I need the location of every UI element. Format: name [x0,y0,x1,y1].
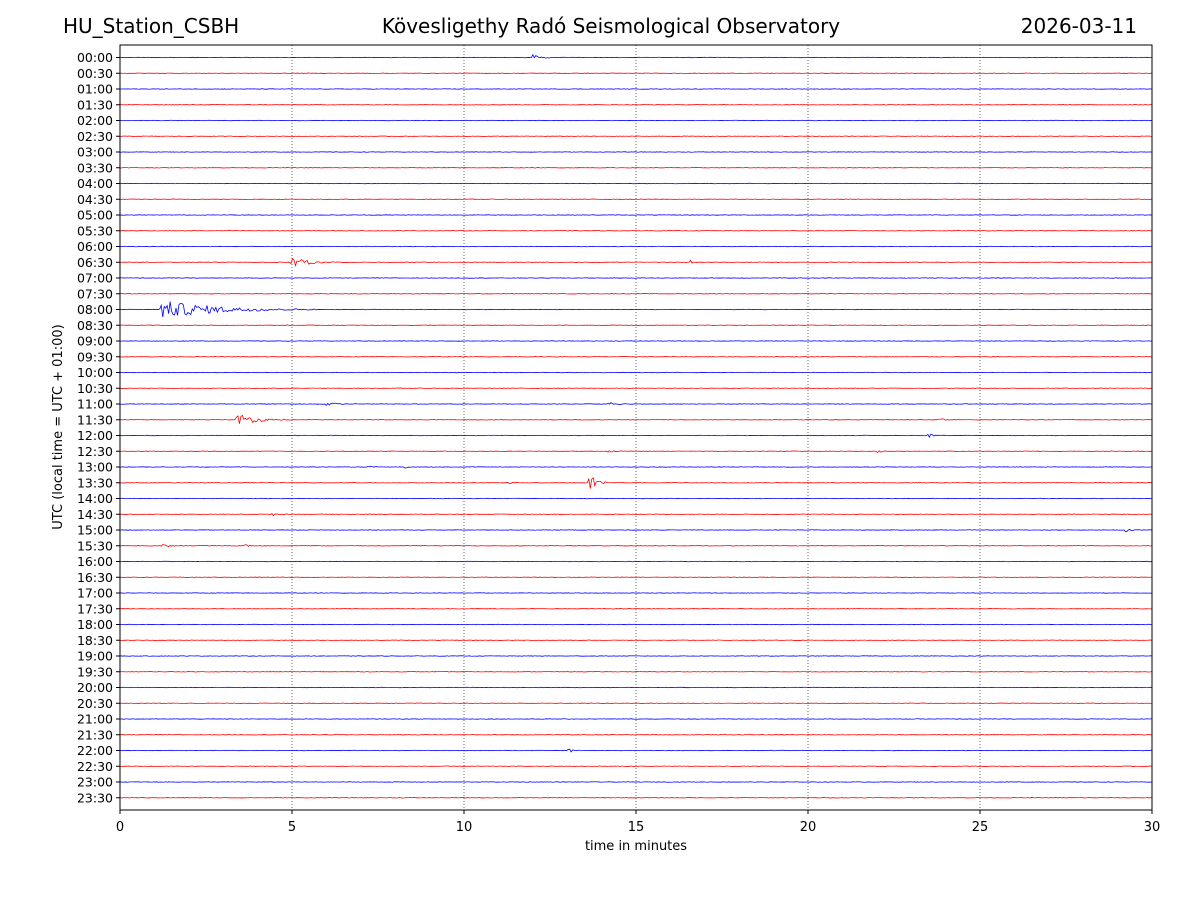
y-tick-label: 23:00 [77,775,113,790]
y-tick-label: 08:00 [77,302,113,317]
y-tick-label: 14:30 [77,507,113,522]
trace-2200 [119,748,1153,753]
y-tick-label: 12:30 [77,444,113,459]
x-axis-ticks: 0 5 10 15 20 25 30 [116,810,1160,835]
y-tick-label: 16:00 [77,554,113,569]
y-tick-label: 09:00 [77,334,113,349]
trace-1130 [119,414,1153,424]
trace-1430 [119,512,1153,517]
y-tick-label: 22:00 [77,743,113,758]
y-tick-label: 15:30 [77,538,113,553]
y-tick-label: 04:30 [77,192,113,207]
y-tick-label: 22:30 [77,759,113,774]
x-tick-label: 30 [1144,820,1161,835]
y-tick-label: 21:00 [77,712,113,727]
y-tick-label: 00:30 [77,66,113,81]
y-tick-label: 19:00 [77,649,113,664]
y-tick-label: 20:30 [77,696,113,711]
y-tick-label: 01:00 [77,82,113,97]
y-tick-label: 03:30 [77,160,113,175]
x-tick-label: 15 [628,820,645,835]
y-tick-label: 13:30 [77,475,113,490]
y-tick-label: 06:00 [77,239,113,254]
trace-1230 [119,450,1153,454]
y-tick-label: 14:00 [77,491,113,506]
y-tick-label: 10:30 [77,381,113,396]
x-tick-label: 20 [800,820,817,835]
vertical-gridlines [291,45,981,810]
y-tick-label: 19:30 [77,664,113,679]
station-name: HU_Station_CSBH [63,14,240,38]
y-tick-label: 20:00 [77,680,113,695]
x-tick-label: 10 [456,820,473,835]
y-tick-label: 09:30 [77,349,113,364]
y-tick-label: 16:30 [77,570,113,585]
y-tick-label: 23:30 [77,790,113,805]
y-tick-label: 17:00 [77,586,113,601]
y-tick-label: 18:00 [77,617,113,632]
x-tick-label: 25 [972,820,989,835]
y-tick-label: 07:00 [77,271,113,286]
trace-1530 [119,544,1153,547]
y-tick-label: 13:00 [77,460,113,475]
y-tick-label: 11:00 [77,397,113,412]
trace-1100 [119,402,1153,406]
y-tick-label: 06:30 [77,255,113,270]
x-tick-label: 0 [116,820,124,835]
y-axis-ticks: 00:0000:3001:0001:3002:0002:3003:0003:30… [77,50,120,805]
seismogram-traces [119,53,1153,799]
y-tick-label: 10:00 [77,365,113,380]
x-tick-label: 5 [288,820,296,835]
y-tick-label: 12:00 [77,428,113,443]
y-tick-label: 11:30 [77,412,113,427]
y-tick-label: 05:00 [77,208,113,223]
trace-1200 [119,433,1153,438]
y-tick-label: 05:30 [77,223,113,238]
y-tick-label: 04:00 [77,176,113,191]
y-tick-label: 21:30 [77,727,113,742]
trace-0630 [119,257,1153,268]
x-axis-label: time in minutes [585,839,687,854]
y-tick-label: 07:30 [77,286,113,301]
trace-1300 [119,465,1153,469]
y-tick-label: 01:30 [77,97,113,112]
chart-date: 2026-03-11 [1020,14,1137,38]
trace-0000 [119,53,1153,59]
trace-1500 [119,528,1153,532]
y-tick-label: 02:30 [77,129,113,144]
y-tick-label: 00:00 [77,50,113,65]
trace-1330 [119,477,1153,489]
y-axis-label: UTC (local time = UTC + 01:00) [51,324,66,529]
y-tick-label: 08:30 [77,318,113,333]
y-tick-label: 15:00 [77,523,113,538]
chart-title: Kövesligethy Radó Seismological Observat… [381,14,841,38]
y-tick-label: 03:00 [77,145,113,160]
y-tick-label: 18:30 [77,633,113,648]
trace-0800 [119,301,1153,317]
y-tick-label: 02:00 [77,113,113,128]
y-tick-label: 17:30 [77,601,113,616]
